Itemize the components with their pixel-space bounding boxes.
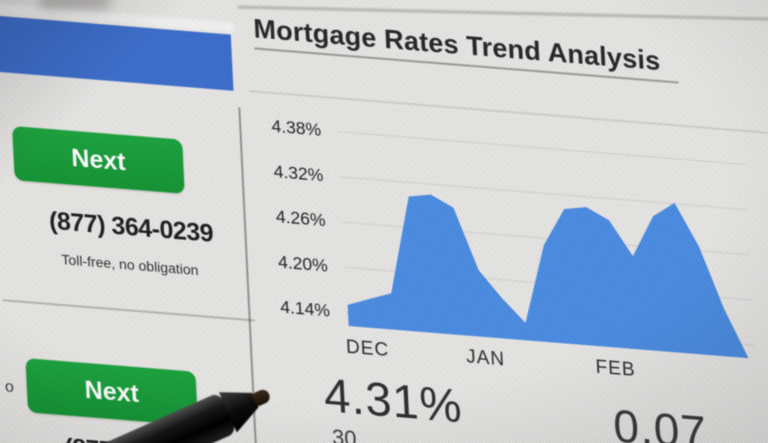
- card-title: Mortgage Rates Trend Analysis: [252, 12, 679, 84]
- y-tick: 4.14%: [279, 296, 331, 321]
- y-tick: 4.38%: [270, 115, 322, 140]
- caption-partial: 30: [331, 424, 358, 443]
- rate-change: 0.07: [612, 399, 709, 443]
- y-tick: 4.20%: [277, 251, 329, 276]
- current-rate: 4.31%: [322, 367, 464, 433]
- y-tick: 4.32%: [273, 160, 324, 186]
- photo-smudge: [40, 0, 110, 8]
- x-tick: DEC: [345, 336, 390, 362]
- y-axis-labels: 4.38% 4.32% 4.26% 4.20% 4.14%: [244, 102, 331, 334]
- rates-chart: 4.38% 4.32% 4.26% 4.20% 4.14% DEC JAN FEB: [244, 102, 768, 405]
- phone-number[interactable]: (877) 364-0239: [48, 206, 214, 249]
- next-button-top[interactable]: Next: [12, 125, 185, 194]
- x-tick: JAN: [465, 346, 506, 371]
- rate-area-chart: [347, 194, 749, 359]
- x-tick: FEB: [595, 356, 637, 382]
- chart-plot-area: DEC JAN FEB: [336, 109, 764, 403]
- phone-tagline: Toll-free, no obligation: [61, 250, 199, 278]
- edge-text-fragment: o: [4, 378, 15, 397]
- sidebar-divider: [2, 299, 255, 321]
- y-tick: 4.26%: [275, 206, 326, 231]
